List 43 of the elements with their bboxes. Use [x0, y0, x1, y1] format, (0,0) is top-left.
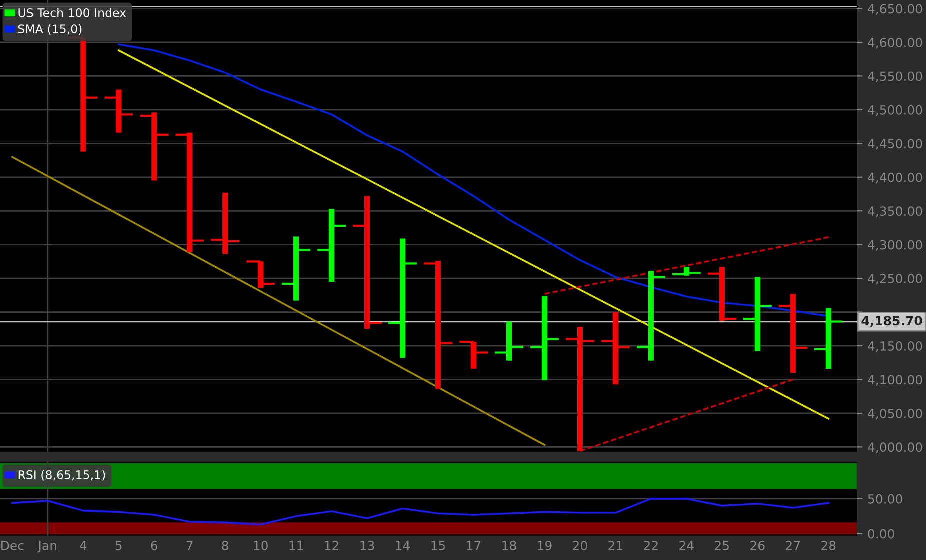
- y-tick-label: 4,000.00: [868, 442, 922, 454]
- x-tick-label: 25: [715, 541, 730, 550]
- y-tick-label: 4,250.00: [868, 274, 922, 285]
- y-tick-label: 4,150.00: [868, 341, 922, 352]
- x-tick-label: 5: [116, 541, 122, 550]
- x-tick-label: 24: [680, 541, 694, 550]
- x-tick-label: 28: [822, 541, 836, 550]
- legend-label: RSI (8,65,15,1): [18, 470, 106, 481]
- x-tick-label: 27: [786, 541, 800, 550]
- x-tick-label: 8: [222, 541, 228, 550]
- y-tick-label: 4,650.00: [868, 4, 922, 15]
- x-tick-label: 18: [502, 541, 516, 550]
- x-tick-label: Dec: [2, 541, 24, 550]
- y-tick-label: 4,450.00: [868, 139, 922, 150]
- x-tick-label: 15: [432, 541, 446, 550]
- x-tick-label: 22: [644, 541, 658, 550]
- y-tick-label: 4,400.00: [868, 172, 922, 184]
- ref-line-label: 4,185.70: [862, 316, 922, 328]
- y-tick-label: 4,350.00: [868, 206, 922, 218]
- x-tick-label: 20: [573, 541, 588, 550]
- x-tick-label: 13: [360, 541, 374, 550]
- y-tick-label: 4,500.00: [868, 105, 922, 116]
- legend-label: SMA (15,0): [18, 24, 82, 35]
- y-tick-label: 4,100.00: [868, 375, 922, 386]
- legend-label: US Tech 100 Index: [18, 8, 126, 18]
- x-tick-label: Jan: [38, 541, 56, 553]
- x-tick-label: 12: [325, 541, 339, 550]
- x-tick-label: 11: [290, 541, 304, 550]
- y-tick-label: 0.00: [868, 529, 894, 539]
- x-tick-label: 14: [396, 541, 410, 550]
- x-tick-label: 7: [186, 541, 193, 550]
- y-tick-label: 4,300.00: [868, 240, 922, 252]
- x-tick-label: 10: [254, 541, 268, 550]
- y-tick-label: 50.00: [868, 494, 902, 504]
- y-tick-label: 4,550.00: [868, 72, 922, 82]
- x-tick-label: 19: [538, 541, 552, 550]
- x-tick-label: 6: [151, 541, 158, 550]
- x-tick-label: 17: [467, 541, 481, 550]
- x-tick-label: 21: [608, 541, 622, 550]
- x-tick-label: 4: [80, 541, 87, 550]
- y-tick-label: 4,050.00: [868, 408, 922, 420]
- y-tick-label: 4,600.00: [868, 38, 922, 49]
- x-tick-label: 26: [750, 541, 765, 550]
